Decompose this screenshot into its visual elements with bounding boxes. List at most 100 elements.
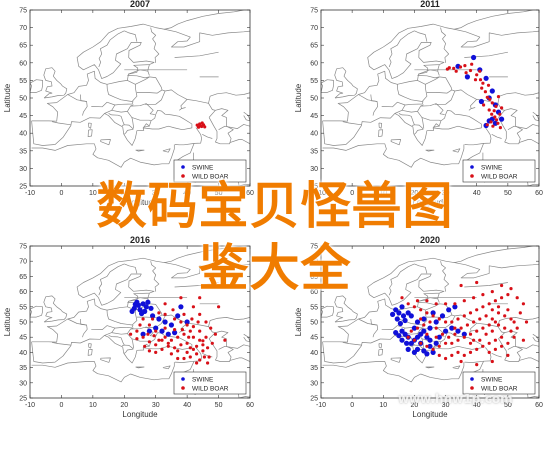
wild-boar-point	[431, 347, 435, 351]
map-outline	[440, 27, 450, 63]
map-outline	[378, 343, 383, 349]
wild-boar-point	[452, 66, 456, 70]
wild-boar-point	[493, 320, 497, 324]
swine-point	[446, 307, 452, 313]
map-outline	[135, 149, 145, 152]
map-outline	[174, 51, 219, 58]
x-tick-label: 40	[473, 402, 481, 409]
wild-boar-point	[213, 332, 217, 336]
wild-boar-point	[493, 338, 497, 342]
map-outline	[67, 318, 88, 338]
swine-point	[461, 331, 467, 337]
map-outline	[425, 149, 435, 152]
wild-boar-point	[129, 332, 133, 336]
coastlines-and-borders	[321, 246, 539, 398]
wild-boar-point	[163, 312, 167, 316]
x-tick-label: 20	[120, 190, 128, 197]
map-outline	[518, 357, 539, 362]
swine-point	[132, 301, 138, 307]
wild-boar-point	[500, 335, 504, 339]
y-tick-label: 70	[19, 25, 27, 32]
map-outline	[163, 246, 244, 264]
y-tick-label: 50	[310, 320, 318, 327]
swine-point	[411, 325, 417, 331]
wild-boar-point	[496, 323, 501, 327]
wild-boar-point	[500, 344, 504, 348]
x-tick-label: 20	[411, 402, 419, 409]
wild-boar-point	[489, 120, 493, 124]
outbreak-points	[129, 296, 227, 365]
wild-boar-point	[431, 314, 435, 318]
map-outline	[51, 121, 71, 126]
swine-point	[175, 313, 181, 319]
map-outline	[229, 139, 250, 145]
swine-point	[156, 316, 162, 322]
map-outline	[124, 30, 138, 42]
wild-boar-point	[454, 69, 458, 73]
legend-wild-boar-marker	[181, 174, 185, 178]
wild-boar-point	[147, 340, 151, 344]
map-outline	[425, 366, 435, 369]
wild-boar-point	[206, 346, 210, 350]
swine-point	[397, 320, 403, 327]
swine-point	[165, 331, 171, 337]
wild-boar-point	[480, 86, 484, 90]
map-outline	[179, 329, 186, 333]
y-tick-label: 40	[19, 131, 27, 138]
wild-boar-point	[503, 326, 507, 330]
map-outline	[218, 124, 250, 131]
wild-boar-point	[190, 317, 194, 321]
wild-boar-point	[173, 328, 177, 332]
wild-boar-point	[462, 314, 466, 318]
map-outline	[87, 129, 93, 138]
map-outline	[143, 123, 150, 128]
map-outline	[165, 89, 188, 109]
wild-boar-point	[173, 317, 177, 321]
swine-point	[411, 349, 417, 355]
map-outline	[433, 123, 440, 128]
outbreak-points	[195, 121, 207, 129]
wild-boar-point	[419, 317, 423, 321]
map-outline	[390, 357, 402, 363]
wild-boar-point	[485, 123, 489, 127]
y-tick-label: 50	[19, 96, 27, 103]
legend-box	[462, 371, 536, 395]
swine-point	[400, 313, 407, 319]
x-tick-label: 60	[246, 402, 254, 409]
map-outline	[100, 357, 111, 363]
x-tick-label: 30	[442, 402, 450, 409]
wild-boar-point	[453, 326, 457, 330]
swine-point	[492, 120, 498, 126]
y-tick-label: 55	[310, 304, 318, 311]
wild-boar-point	[188, 355, 192, 359]
wild-boar-point	[458, 65, 463, 69]
map-outline	[174, 282, 219, 288]
map-outline	[425, 303, 453, 316]
y-tick-label: 65	[310, 43, 318, 50]
swine-point	[143, 304, 149, 310]
wild-boar-point	[481, 81, 485, 85]
wild-boar-point	[509, 329, 513, 333]
x-tick-label: 0	[59, 402, 63, 409]
wild-boar-point	[472, 320, 476, 324]
map-outline	[208, 103, 216, 111]
swine-point	[399, 337, 405, 343]
wild-boar-point	[163, 326, 167, 330]
swine-point	[153, 325, 159, 331]
map-outline	[468, 107, 476, 111]
wild-boar-point	[487, 323, 491, 327]
map-outline	[452, 365, 461, 370]
wild-boar-point	[490, 317, 494, 321]
x-tick-label: 60	[535, 402, 543, 409]
map-outline	[334, 295, 358, 323]
wild-boar-point	[160, 347, 164, 351]
wild-boar-point	[500, 283, 504, 288]
map-outline	[322, 143, 465, 168]
wild-boar-point	[465, 323, 469, 327]
map-outline	[174, 127, 202, 146]
wild-boar-point	[444, 341, 448, 345]
map-panel-2020: 2020 -10 0 10 20 30 40 50 60 25 30 35 40 45 50 55 60 65 70…	[294, 235, 543, 419]
wild-boar-point	[425, 311, 429, 315]
y-tick-label: 75	[310, 244, 318, 251]
map-outline	[135, 76, 163, 90]
